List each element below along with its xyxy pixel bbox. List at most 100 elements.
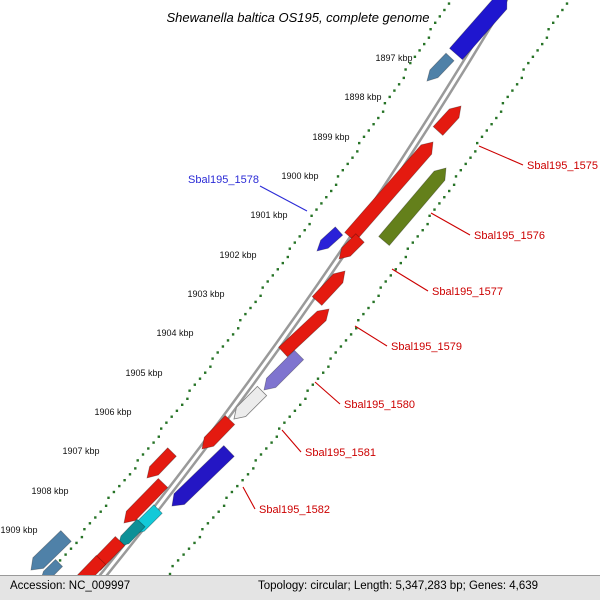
gc-content-dot bbox=[275, 435, 278, 438]
gc-content-dot bbox=[367, 306, 370, 310]
gc-content-dot bbox=[329, 357, 332, 360]
gc-content-dot bbox=[231, 333, 235, 336]
gc-content-dot bbox=[188, 389, 191, 392]
gene-red-g[interactable] bbox=[146, 447, 177, 479]
gc-content-dot bbox=[299, 403, 302, 406]
gc-content-dot bbox=[511, 89, 514, 92]
label-leader-line bbox=[478, 145, 524, 166]
gc-content-dot bbox=[107, 496, 110, 499]
gc-content-dot bbox=[358, 141, 361, 145]
gene-red-f[interactable] bbox=[201, 414, 236, 450]
gc-content-dot bbox=[428, 214, 431, 217]
gene-red-d[interactable] bbox=[311, 270, 346, 306]
gene-label[interactable]: Sbal195_1579 bbox=[391, 341, 462, 353]
gc-content-dot bbox=[474, 150, 477, 153]
gc-content-dot bbox=[222, 504, 226, 507]
gc-content-dot bbox=[377, 294, 380, 297]
gc-content-dot bbox=[394, 268, 397, 271]
ruler-label: 1909 kbp bbox=[0, 525, 37, 535]
gc-content-dot bbox=[547, 28, 550, 31]
ruler-labels: 1897 kbp 1898 kbp 1899 kbp 1900 kbp 1901 kbp… bbox=[0, 53, 412, 535]
gc-content-dot bbox=[311, 383, 314, 386]
label-leader-line bbox=[354, 325, 388, 347]
gc-content-dot bbox=[206, 522, 210, 525]
gene-label[interactable]: Sbal195_1575 bbox=[527, 160, 598, 172]
gene-red-c[interactable] bbox=[338, 233, 365, 260]
gc-content-dot bbox=[118, 484, 121, 488]
gene-red-a[interactable] bbox=[432, 105, 462, 136]
gc-content-dot bbox=[288, 247, 291, 250]
gc-content-dot bbox=[362, 312, 365, 316]
gc-content-dot bbox=[170, 415, 173, 418]
gene-label[interactable]: Sbal195_1580 bbox=[344, 399, 415, 411]
gc-content-dot bbox=[271, 274, 274, 277]
gc-content-dot bbox=[416, 235, 419, 238]
ruler-label: 1897 kbp bbox=[375, 53, 412, 63]
gc-content-dot bbox=[485, 129, 488, 132]
map-title: Shewanella baltica OS195, complete genom… bbox=[166, 10, 429, 25]
gc-content-dot bbox=[341, 169, 344, 172]
gc-content-dot bbox=[237, 327, 240, 330]
gc-content-dot bbox=[452, 183, 456, 186]
gc-content-dot bbox=[261, 286, 264, 289]
gene-olive[interactable] bbox=[378, 167, 447, 247]
status-topology: Topology: circular; Length: 5,347,283 bp… bbox=[258, 580, 539, 592]
gene-label[interactable]: Sbal195_1578 bbox=[188, 174, 259, 186]
gc-content-dot bbox=[266, 280, 269, 283]
gc-content-dot bbox=[123, 479, 126, 482]
gene-label[interactable]: Sbal195_1582 bbox=[259, 504, 330, 516]
gene-red-h[interactable] bbox=[123, 477, 169, 524]
gc-content-dot bbox=[141, 453, 145, 456]
label-leader-line bbox=[281, 429, 302, 453]
gene-blue-small[interactable] bbox=[316, 226, 344, 252]
gc-content-dot bbox=[212, 516, 215, 519]
gc-content-dot bbox=[88, 522, 92, 525]
gene-label[interactable]: Sbal195_1576 bbox=[474, 230, 545, 242]
gene-steelblue-top[interactable] bbox=[426, 52, 455, 82]
gc-content-dot bbox=[377, 116, 380, 120]
gc-content-dot bbox=[239, 319, 242, 322]
gc-content-dot bbox=[281, 261, 284, 265]
gc-content-dot bbox=[136, 459, 139, 462]
gc-content-dot bbox=[334, 351, 337, 354]
gc-content-dot bbox=[193, 383, 196, 386]
gene-red-e[interactable] bbox=[278, 308, 330, 358]
gc-content-dot bbox=[423, 42, 426, 46]
gc-content-dot bbox=[411, 241, 414, 244]
gene-blue-long[interactable] bbox=[171, 445, 235, 507]
gene-red-b-long[interactable] bbox=[344, 141, 434, 243]
gc-content-dot bbox=[254, 300, 257, 304]
gc-content-dot bbox=[469, 156, 472, 159]
gene-labels: Sbal195_1575 Sbal195_1576 Sbal195_1577 Sbal… bbox=[188, 160, 598, 516]
gc-content-dot bbox=[520, 76, 523, 80]
gc-content-dot bbox=[316, 377, 320, 380]
gc-content-dot bbox=[304, 397, 307, 400]
gc-content-dot bbox=[265, 447, 268, 450]
gc-content-dot bbox=[357, 319, 360, 322]
gene-label[interactable]: Sbal195_1581 bbox=[305, 447, 376, 459]
gc-content-dot bbox=[230, 490, 234, 494]
gc-content-dot bbox=[388, 95, 391, 99]
status-accession: Accession: NC_009997 bbox=[10, 580, 131, 592]
gc-content-dot bbox=[182, 553, 185, 556]
gc-content-dot bbox=[298, 235, 301, 238]
gc-content-dot bbox=[221, 345, 225, 348]
gc-content-dot bbox=[389, 274, 392, 277]
gc-content-dot bbox=[211, 357, 214, 360]
gene-purple[interactable] bbox=[263, 349, 305, 391]
gc-content-dot bbox=[226, 339, 230, 342]
gene-steelblue-b[interactable] bbox=[30, 530, 72, 571]
gc-content-dot bbox=[283, 421, 286, 424]
gc-content-dot bbox=[429, 28, 432, 31]
gc-content-dot bbox=[152, 441, 155, 444]
gc-content-dot bbox=[252, 467, 255, 470]
gc-content-dot bbox=[276, 268, 279, 271]
gc-content-dot bbox=[246, 473, 250, 476]
gene-blue-large-top[interactable] bbox=[449, 0, 508, 61]
ruler-label: 1898 kbp bbox=[344, 92, 381, 102]
gc-content-dot bbox=[244, 312, 247, 316]
gene-label[interactable]: Sbal195_1577 bbox=[432, 286, 503, 298]
gc-content-dot bbox=[330, 189, 333, 193]
gene-gray[interactable] bbox=[233, 385, 268, 420]
